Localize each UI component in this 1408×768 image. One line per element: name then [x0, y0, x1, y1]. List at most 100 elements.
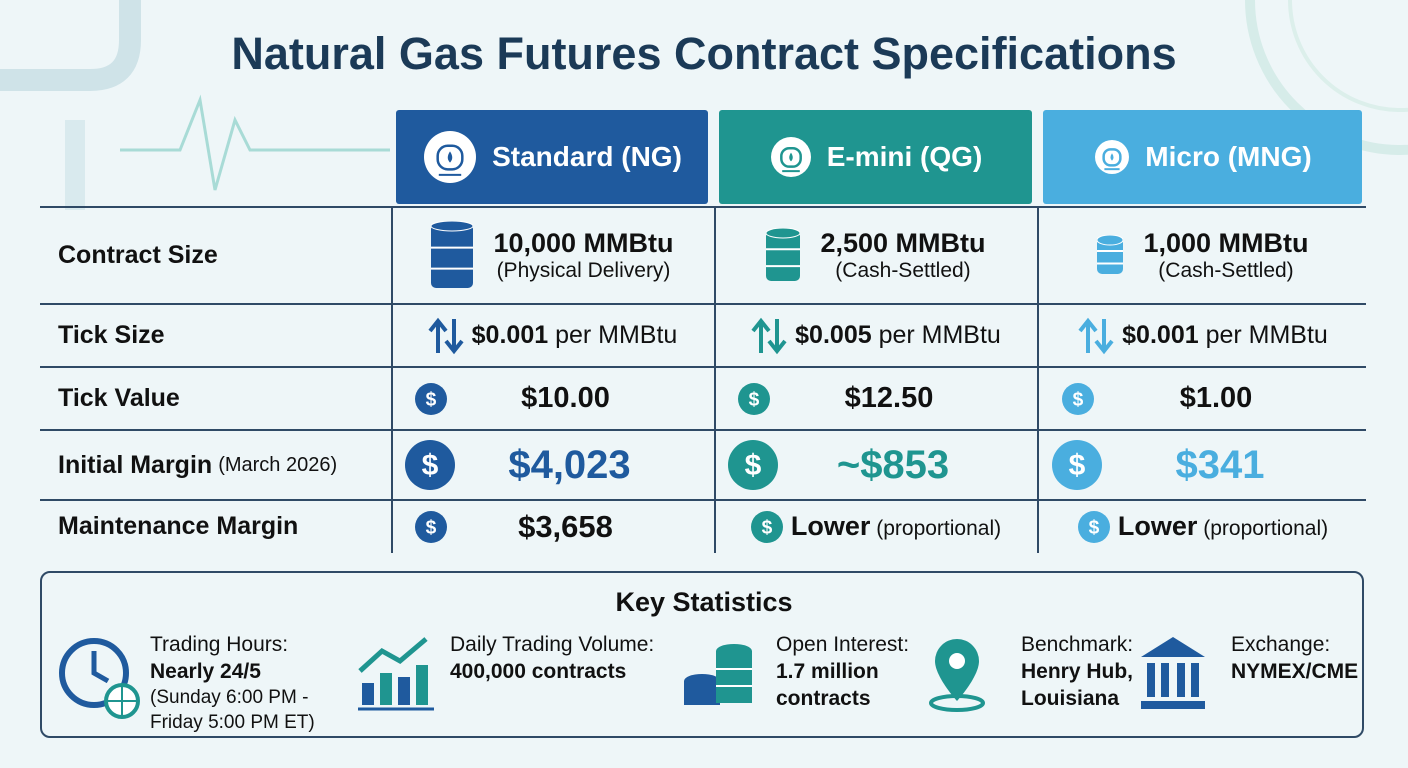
tank-icon: [1093, 138, 1131, 176]
cell-text: $0.005 per MMBtu: [795, 321, 1001, 350]
dollar-icon-svg: $: [750, 510, 783, 543]
cell: $0.005 per MMBtu: [716, 304, 1036, 367]
stat-value: NYMEX/CME: [1231, 660, 1359, 683]
stat-label: Exchange:: [1231, 633, 1331, 656]
row-label: Initial Margin (March 2026): [58, 430, 337, 500]
dollar-icon: $: [738, 382, 770, 415]
stat-icon-svg: [358, 637, 434, 711]
cell-text: $0.001 per MMBtu: [472, 321, 678, 350]
stat-text: Daily Trading Volume: 400,000 contracts: [450, 631, 680, 685]
cell: $ $341: [1040, 430, 1366, 500]
cell: $ $3,658: [393, 500, 712, 553]
pipe-decoration: [0, 0, 390, 210]
svg-text:$: $: [1089, 517, 1100, 538]
column-divider: [1037, 207, 1039, 553]
cell-main: $10.00: [521, 382, 610, 414]
stat-icon-svg: [59, 638, 140, 719]
cell-text: Lower (proportional): [1118, 511, 1328, 542]
svg-text:$: $: [426, 389, 437, 410]
cell-main: ~$853: [836, 442, 950, 487]
stat-icon-svg: [684, 644, 752, 705]
dollar-icon-svg: $: [1062, 382, 1094, 415]
cell-note: per MMBtu: [878, 321, 1001, 349]
cell-main: $1.00: [1179, 382, 1253, 414]
stat-text: Open Interest: 1.7 million contracts: [776, 631, 936, 712]
cell-note: per MMBtu: [555, 321, 678, 349]
tick-arrows-icon-svg: [428, 317, 464, 354]
stat-label: Benchmark:: [1021, 633, 1134, 656]
stat-icon-svg: [929, 639, 985, 712]
row-label: Tick Value: [58, 367, 180, 430]
cell-main: $0.005: [795, 321, 872, 349]
cell: $0.001 per MMBtu: [1040, 304, 1366, 367]
cell-main: $4,023: [508, 442, 631, 487]
stat-note: (Sunday 6:00 PM - Friday 5:00 PM ET): [150, 687, 315, 733]
stat-item: Daily Trading Volume: 400,000 contracts: [356, 631, 680, 721]
barrel-icon-svg: [765, 227, 801, 281]
dollar-icon-svg: $: [1052, 440, 1102, 490]
stat-label: Daily Trading Volume:: [450, 633, 655, 656]
svg-text:$: $: [1073, 389, 1084, 410]
cell-main: Lower: [1117, 511, 1198, 541]
svg-text:$: $: [762, 517, 773, 538]
tick-arrows-icon-svg: [1078, 317, 1114, 354]
row-label-text: Contract Size: [58, 241, 218, 269]
row-label-note: (March 2026): [218, 453, 338, 476]
barrel-icon: [430, 220, 474, 291]
circle-decoration: [1245, 0, 1408, 155]
dollar-icon: $: [1062, 382, 1094, 415]
cell: $ Lower (proportional): [1040, 500, 1366, 553]
cell-main: $0.001: [1122, 321, 1199, 349]
stat-value: Henry Hub, Louisiana: [1021, 660, 1134, 710]
dollar-icon-svg: $: [415, 382, 447, 415]
row-label-text: Maintenance Margin: [58, 512, 299, 540]
svg-text:$: $: [1069, 449, 1086, 482]
cell-note: per MMBtu: [1205, 321, 1328, 349]
dollar-icon: $: [405, 440, 455, 490]
cell: $ $1.00: [1040, 367, 1366, 430]
dollar-icon: $: [1077, 510, 1110, 543]
row-label: Tick Size: [58, 304, 165, 367]
cell: $ $10.00: [393, 367, 712, 430]
cell-text: $0.001 per MMBtu: [1122, 321, 1328, 350]
tank-icon: [769, 135, 813, 179]
barrel-icon: [765, 227, 801, 284]
stat-icon: [56, 631, 140, 721]
cell-text: 1,000 MMBtu (Cash-Settled): [1143, 228, 1308, 283]
cell: 10,000 MMBtu (Physical Delivery): [393, 207, 712, 304]
stat-item: Benchmark: Henry Hub, Louisiana: [927, 631, 1151, 721]
barrel-icon-svg: [1096, 234, 1124, 274]
row-divider: [40, 429, 1366, 431]
barrel-icon: [1096, 234, 1124, 277]
key-statistics: Key Statistics Trading Hours: Nearly 24/5…: [40, 571, 1364, 738]
dollar-icon: $: [1052, 440, 1102, 490]
tick-arrows-icon: [428, 317, 464, 355]
stat-label: Open Interest:: [776, 633, 910, 656]
column-divider: [714, 207, 716, 553]
stat-icon: [356, 631, 440, 721]
stat-value: 1.7 million contracts: [776, 660, 879, 710]
cell-main: 1,000 MMBtu: [1143, 228, 1309, 258]
cell-text: 2,500 MMBtu (Cash-Settled): [820, 228, 985, 283]
tick-arrows-icon: [1078, 317, 1114, 355]
stat-item: Trading Hours: Nearly 24/5 (Sunday 6:00 PM…: [56, 631, 325, 735]
row-divider: [40, 206, 1366, 208]
cell: $ Lower (proportional): [716, 500, 1036, 553]
cell: $ ~$853: [716, 430, 1036, 500]
stat-text: Exchange: NYMEX/CME: [1231, 631, 1391, 685]
column-divider: [391, 207, 393, 553]
dollar-icon-svg: $: [728, 440, 778, 490]
stat-icon: [927, 631, 1011, 721]
tank-icon-svg: [424, 131, 477, 183]
cell-note: (Cash-Settled): [1158, 259, 1294, 282]
cell-note: (Cash-Settled): [835, 259, 971, 282]
cell-main: 10,000 MMBtu: [493, 228, 674, 258]
tank-icon-svg: [1095, 140, 1130, 174]
dollar-icon-svg: $: [405, 440, 455, 490]
row-label: Contract Size: [58, 207, 218, 304]
cell: $ $4,023: [393, 430, 712, 500]
stat-value: Nearly 24/5: [150, 660, 261, 683]
row-label-text: Tick Size: [58, 321, 165, 349]
cell-main: $341: [1175, 442, 1265, 487]
